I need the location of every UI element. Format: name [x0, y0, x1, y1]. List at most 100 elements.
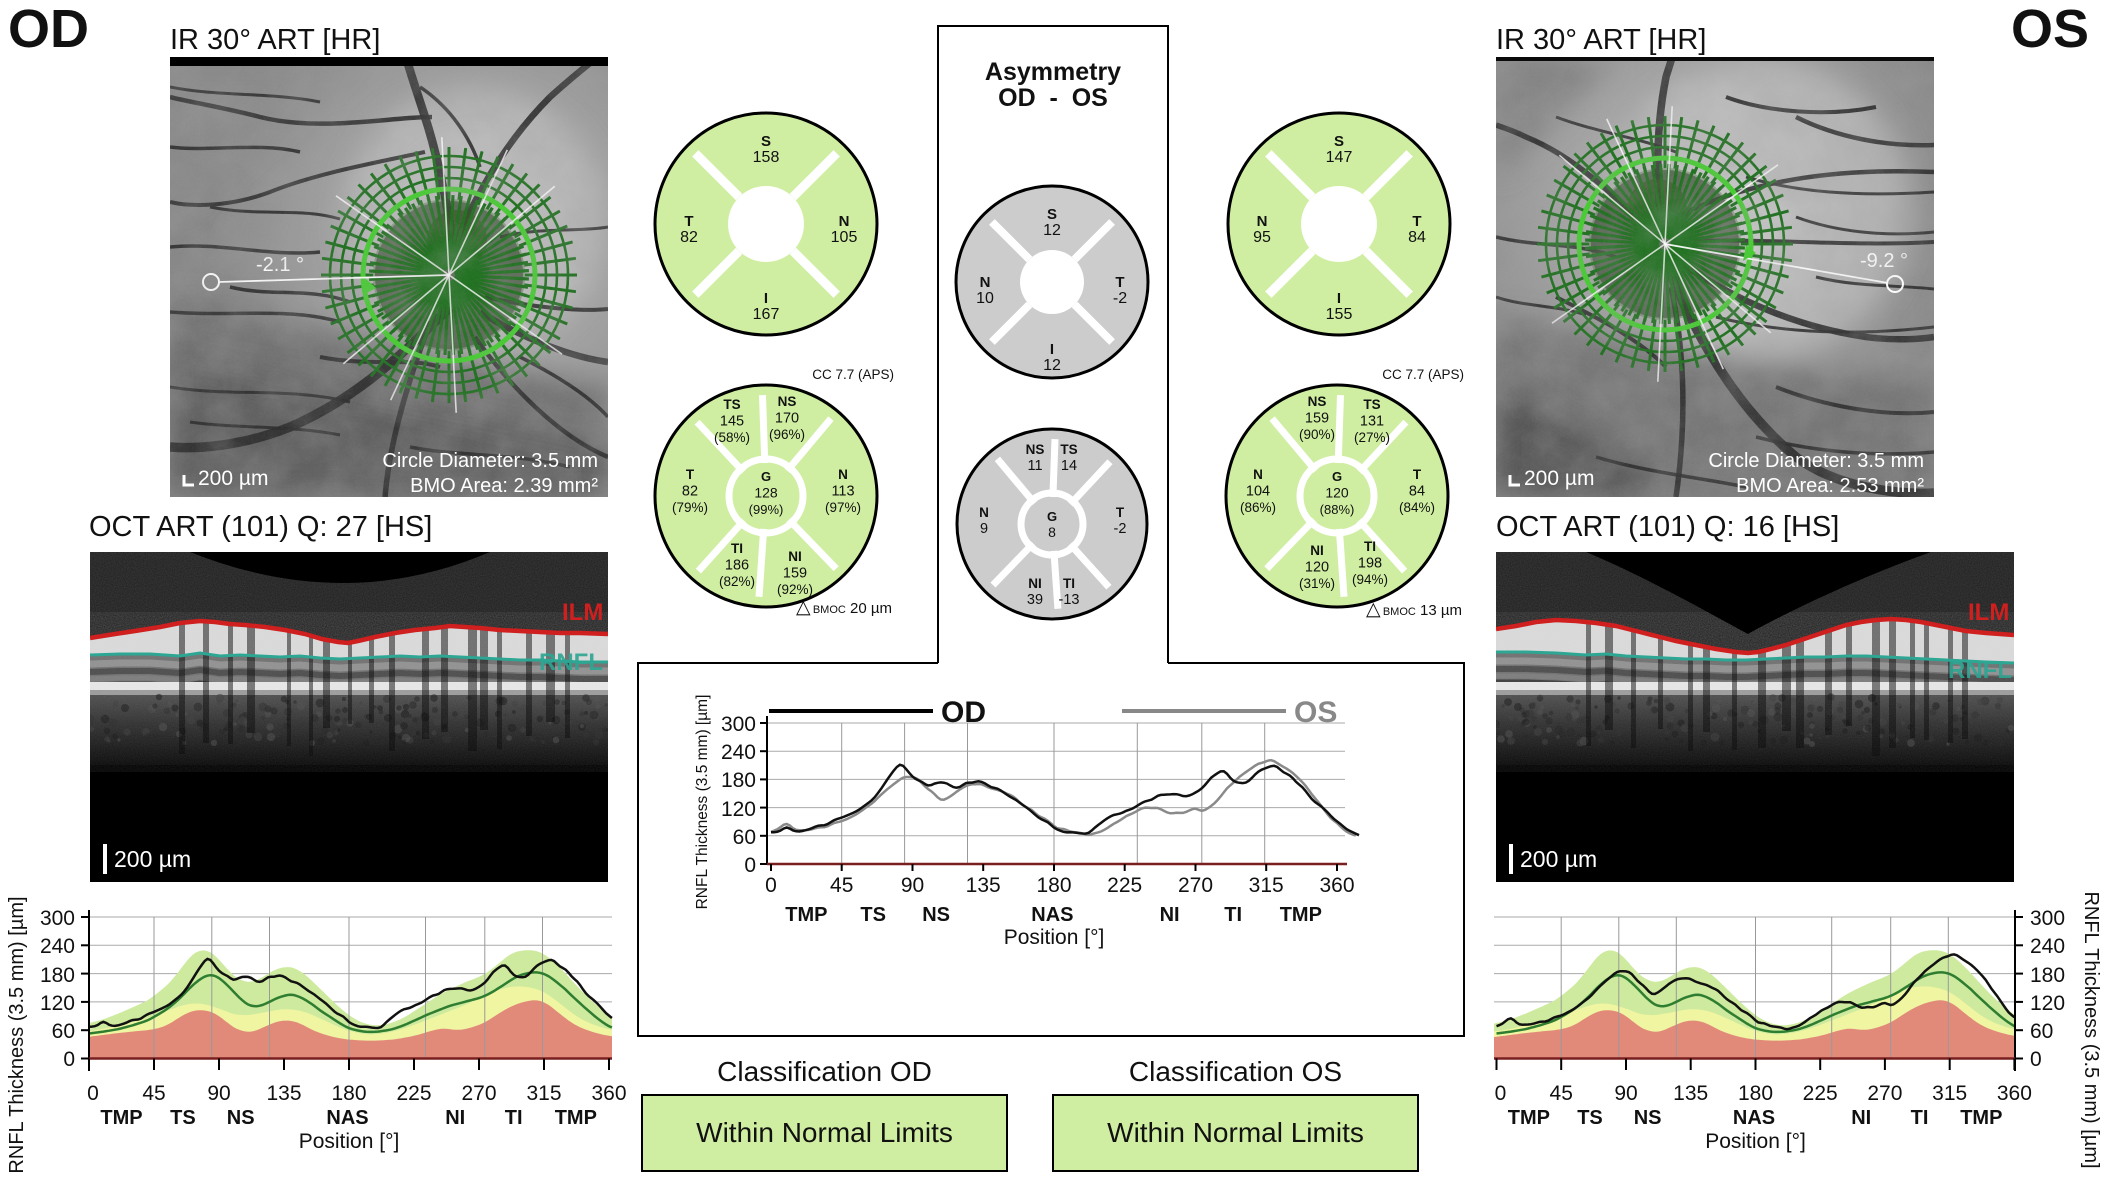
svg-text:TMP: TMP [555, 1107, 597, 1129]
svg-text:TS: TS [1060, 442, 1077, 457]
svg-text:(58%): (58%) [714, 430, 750, 445]
svg-text:12: 12 [1043, 357, 1061, 374]
svg-text:T: T [1115, 274, 1124, 291]
svg-text:90: 90 [1614, 1082, 1637, 1105]
svg-text:I: I [1050, 341, 1054, 358]
svg-text:0: 0 [2030, 1048, 2042, 1071]
svg-text:270: 270 [461, 1082, 496, 1105]
svg-text:135: 135 [966, 874, 1001, 897]
svg-text:CC 7.7 (APS): CC 7.7 (APS) [812, 367, 894, 382]
svg-text:(90%): (90%) [1299, 427, 1335, 442]
svg-text:360: 360 [1997, 1082, 2032, 1105]
svg-text:131: 131 [1360, 414, 1384, 430]
svg-text:240: 240 [2030, 935, 2065, 958]
svg-text:180: 180 [40, 964, 75, 987]
svg-text:225: 225 [1803, 1082, 1838, 1105]
svg-text:82: 82 [680, 229, 698, 246]
svg-text:0: 0 [63, 1048, 75, 1071]
svg-text:TMP: TMP [1960, 1107, 2002, 1129]
svg-text:-2: -2 [1113, 290, 1127, 307]
svg-text:ILM: ILM [1968, 599, 2009, 626]
svg-text:180: 180 [1036, 874, 1071, 897]
svg-text:155: 155 [1326, 306, 1353, 323]
svg-text:200 µm: 200 µm [1520, 846, 1597, 872]
svg-text:TI: TI [505, 1107, 523, 1129]
svg-text:I: I [764, 290, 768, 307]
svg-text:(27%): (27%) [1354, 430, 1390, 445]
svg-text:Position [°]: Position [°] [1004, 926, 1105, 949]
svg-text:95: 95 [1253, 229, 1271, 246]
svg-text:NS: NS [922, 904, 950, 926]
svg-text:(99%): (99%) [749, 502, 784, 517]
svg-text:170: 170 [775, 411, 799, 427]
svg-text:N: N [979, 505, 989, 520]
svg-text:(84%): (84%) [1399, 500, 1435, 515]
svg-text:300: 300 [40, 907, 75, 930]
svg-text:Asymmetry: Asymmetry [985, 58, 1121, 86]
svg-text:TI: TI [1911, 1107, 1929, 1129]
svg-text:159: 159 [1305, 411, 1329, 427]
svg-text:159: 159 [783, 566, 807, 582]
svg-text:TS: TS [170, 1107, 196, 1129]
svg-text:TMP: TMP [1280, 904, 1322, 926]
svg-text:G: G [1332, 469, 1342, 484]
svg-text:TMP: TMP [1508, 1107, 1550, 1129]
svg-text:NS: NS [1634, 1107, 1662, 1129]
svg-text:198: 198 [1358, 556, 1382, 572]
svg-text:105: 105 [831, 229, 858, 246]
svg-text:NI: NI [1028, 576, 1042, 591]
svg-text:0: 0 [1495, 1082, 1507, 1105]
svg-text:BMO Area: 2.53 mm²: BMO Area: 2.53 mm² [1736, 475, 1924, 497]
svg-text:(92%): (92%) [777, 582, 813, 597]
svg-text:82: 82 [682, 484, 698, 500]
svg-text:TI: TI [1364, 539, 1376, 554]
svg-text:186: 186 [725, 558, 749, 574]
svg-text:△ BMOC 13 µm: △ BMOC 13 µm [1366, 599, 1462, 620]
svg-text:-2: -2 [1114, 521, 1127, 537]
svg-text:200 µm: 200 µm [114, 846, 191, 872]
svg-text:240: 240 [721, 741, 756, 764]
svg-text:N: N [838, 467, 848, 482]
svg-text:S: S [761, 133, 771, 150]
svg-text:180: 180 [331, 1082, 366, 1105]
svg-text:-13: -13 [1059, 592, 1080, 608]
svg-text:ILM: ILM [562, 599, 603, 626]
svg-text:RNFL: RNFL [539, 649, 603, 676]
svg-text:NS: NS [1026, 442, 1045, 457]
svg-text:84: 84 [1408, 229, 1426, 246]
svg-text:167: 167 [753, 306, 780, 323]
svg-text:270: 270 [1178, 874, 1213, 897]
svg-text:225: 225 [396, 1082, 431, 1105]
svg-text:270: 270 [1867, 1082, 1902, 1105]
svg-text:360: 360 [591, 1082, 626, 1105]
svg-text:135: 135 [1673, 1082, 1708, 1105]
svg-text:135: 135 [266, 1082, 301, 1105]
svg-text:200 µm: 200 µm [1524, 467, 1594, 490]
svg-text:180: 180 [721, 769, 756, 792]
svg-text:90: 90 [901, 874, 924, 897]
svg-text:NI: NI [1851, 1107, 1871, 1129]
svg-text:300: 300 [721, 713, 756, 736]
svg-text:RNFL: RNFL [1948, 657, 2012, 684]
svg-text:BMO Area: 2.39 mm²: BMO Area: 2.39 mm² [410, 475, 598, 497]
svg-text:0: 0 [87, 1082, 99, 1105]
svg-text:NS: NS [778, 394, 797, 409]
svg-text:(82%): (82%) [719, 574, 755, 589]
svg-text:N: N [839, 213, 850, 230]
svg-text:8: 8 [1048, 524, 1056, 540]
svg-text:T: T [686, 467, 695, 482]
svg-text:147: 147 [1326, 149, 1353, 166]
svg-text:△ BMOC 20 µm: △ BMOC 20 µm [796, 597, 892, 618]
svg-text:T: T [1413, 467, 1422, 482]
svg-text:120: 120 [2030, 992, 2065, 1015]
svg-text:TS: TS [723, 397, 740, 412]
svg-text:128: 128 [754, 485, 778, 501]
svg-text:S: S [1047, 206, 1057, 223]
svg-text:300: 300 [2030, 907, 2065, 930]
svg-text:NS: NS [227, 1107, 255, 1129]
svg-text:45: 45 [830, 874, 853, 897]
svg-text:Circle Diameter: 3.5 mm: Circle Diameter: 3.5 mm [382, 450, 598, 472]
svg-text:NI: NI [788, 549, 802, 564]
svg-text:84: 84 [1409, 484, 1425, 500]
svg-text:T: T [1412, 213, 1421, 230]
